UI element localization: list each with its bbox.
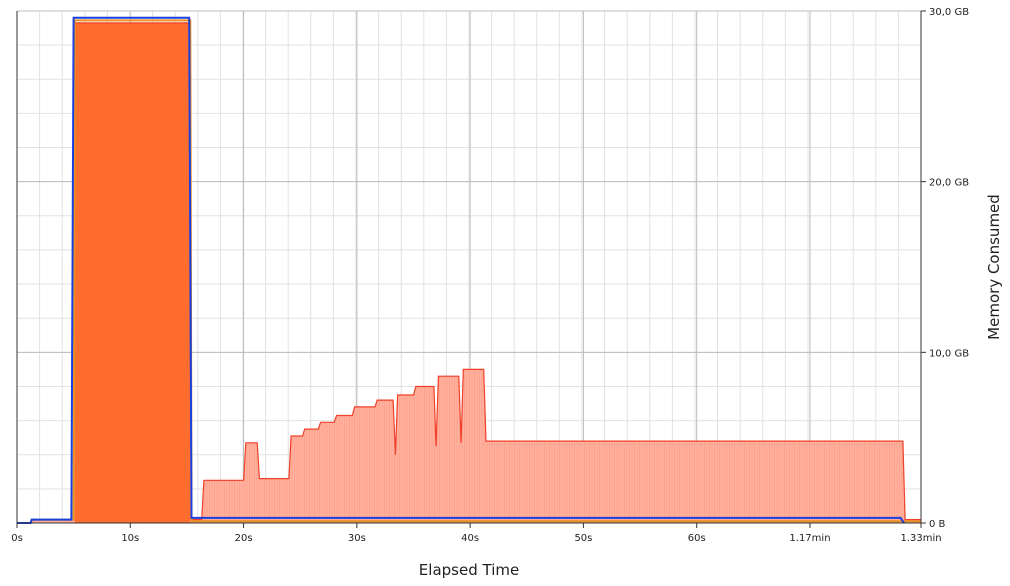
y-tick-label: 10,0 GB: [929, 348, 969, 359]
x-tick-label: 50s: [574, 533, 592, 544]
series-0-peak-block: [74, 22, 191, 524]
x-tick-label: 10s: [121, 533, 139, 544]
x-tick-label: 0s: [11, 533, 23, 544]
x-axis-title: Elapsed Time: [419, 561, 519, 579]
x-tick-label: 60s: [688, 533, 706, 544]
y-tick-label: 20,0 GB: [929, 178, 969, 189]
series-0-line: [17, 22, 921, 524]
y-tick-label: 30,0 GB: [929, 7, 969, 18]
series-2-line: [17, 16, 905, 524]
y-tick-label: 0 B: [929, 519, 946, 530]
x-tick-label: 1.33min: [900, 533, 941, 544]
axes: 0s 10s 20s 30s 40s 50s 60s 1.17min 1.33min 0 B 10,…: [11, 7, 969, 544]
x-tick-label: 20s: [235, 533, 253, 544]
x-tick-label: 30s: [348, 533, 366, 544]
x-tick-label: 40s: [461, 533, 479, 544]
x-tick-label: 1.17min: [789, 533, 830, 544]
y-axis-title: Memory Consumed: [985, 194, 1003, 340]
